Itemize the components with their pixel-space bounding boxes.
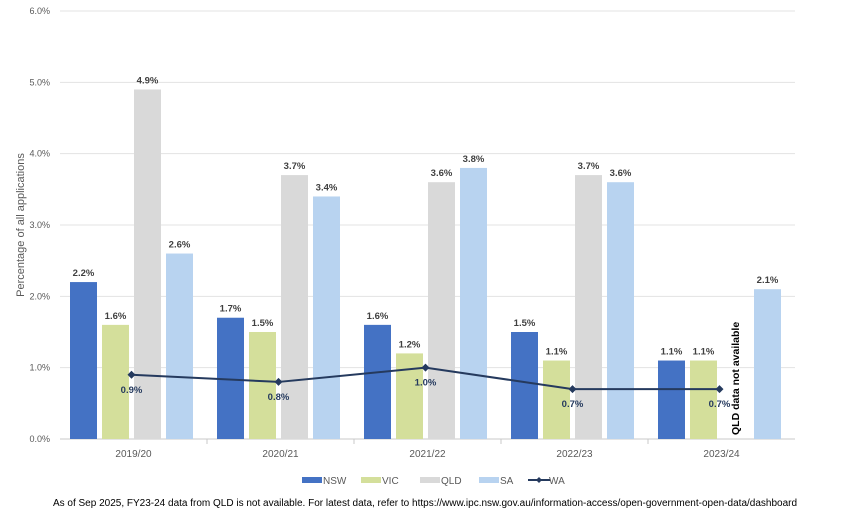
x-tick-label: 2023/24 xyxy=(703,449,740,460)
data-label: 1.6% xyxy=(367,311,389,322)
legend-label: SA xyxy=(500,476,514,487)
data-label: 3.4% xyxy=(316,182,338,193)
y-tick-label: 0.0% xyxy=(29,434,50,444)
x-tick-label: 2022/23 xyxy=(556,449,593,460)
data-label: 3.6% xyxy=(431,168,453,179)
data-label: 4.9% xyxy=(137,75,159,86)
y-tick-label: 2.0% xyxy=(29,291,50,301)
y-tick-label: 4.0% xyxy=(29,149,50,159)
y-tick-label: 3.0% xyxy=(29,220,50,230)
data-label: 1.0% xyxy=(415,378,437,389)
data-label: 3.7% xyxy=(578,161,600,172)
bar-vic xyxy=(690,360,717,439)
y-tick-label: 5.0% xyxy=(29,77,50,87)
x-tick-label: 2019/20 xyxy=(115,449,152,460)
y-tick-label: 6.0% xyxy=(29,6,50,16)
legend-label: NSW xyxy=(323,476,347,487)
legend-swatch-vic xyxy=(361,477,381,483)
legend-swatch-sa xyxy=(479,477,499,483)
point-wa xyxy=(127,370,136,379)
point-wa xyxy=(421,363,430,372)
data-label: 0.9% xyxy=(121,385,143,396)
data-label: 1.1% xyxy=(661,347,683,358)
data-label: 0.7% xyxy=(562,399,584,410)
data-label: 1.5% xyxy=(514,318,536,329)
data-label: 3.7% xyxy=(284,161,306,172)
data-label: 2.2% xyxy=(73,268,95,279)
bar-vic xyxy=(543,360,570,439)
bar-qld xyxy=(575,175,602,440)
data-label: 1.7% xyxy=(220,304,242,315)
bar-nsw xyxy=(658,360,685,439)
data-label: 1.6% xyxy=(105,311,127,322)
bar-qld xyxy=(281,175,308,440)
data-label: 3.6% xyxy=(610,168,632,179)
y-axis-label: Percentage of all applications xyxy=(15,153,27,297)
bar-nsw xyxy=(511,332,538,439)
data-label: 1.5% xyxy=(252,318,274,329)
point-wa xyxy=(715,385,724,394)
data-label: 2.6% xyxy=(169,240,191,251)
legend-marker-wa xyxy=(536,477,542,483)
legend-label: QLD xyxy=(441,476,462,487)
data-label: 1.2% xyxy=(399,339,421,350)
data-label: 2.1% xyxy=(757,275,779,286)
legend-swatch-qld xyxy=(420,477,440,483)
legend-swatch-nsw xyxy=(302,477,322,483)
x-tick-label: 2021/22 xyxy=(409,449,446,460)
bar-nsw xyxy=(70,282,97,439)
bar-sa xyxy=(460,167,487,439)
data-label: 1.1% xyxy=(693,347,715,358)
footnote: As of Sep 2025, FY23-24 data from QLD is… xyxy=(52,498,798,509)
data-label: 3.8% xyxy=(463,154,485,165)
bar-sa xyxy=(607,182,634,439)
bar-vic xyxy=(249,332,276,439)
point-wa xyxy=(568,385,577,394)
bar-sa xyxy=(313,196,340,439)
qld-annotation: QLD data not available xyxy=(730,322,742,435)
bar-qld xyxy=(428,182,455,439)
data-label: 1.1% xyxy=(546,347,568,358)
y-tick-label: 1.0% xyxy=(29,363,50,373)
bar-vic xyxy=(102,324,129,439)
data-label: 0.8% xyxy=(268,392,290,403)
legend-label: WA xyxy=(549,476,565,487)
point-wa xyxy=(274,377,283,386)
bar-qld xyxy=(134,89,161,439)
legend-label: VIC xyxy=(382,476,399,487)
x-tick-label: 2020/21 xyxy=(262,449,299,460)
bar-sa xyxy=(754,289,781,439)
bar-sa xyxy=(166,253,193,439)
bar-vic xyxy=(396,353,423,439)
bar-nsw xyxy=(364,324,391,439)
data-label: 0.7% xyxy=(709,399,731,410)
